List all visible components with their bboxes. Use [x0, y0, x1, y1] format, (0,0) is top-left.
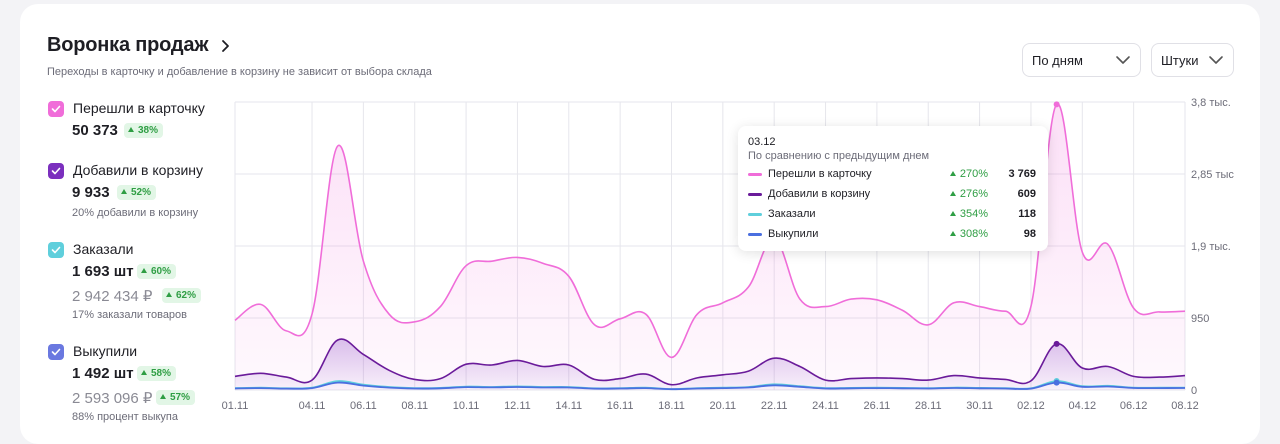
check-icon: [51, 246, 61, 254]
period-dropdown-value: По дням: [1032, 52, 1083, 68]
chart-tooltip: 03.12 По сравнению с предыдущим днем Пер…: [738, 126, 1048, 251]
chevron-down-icon: [1116, 56, 1130, 64]
page-subtitle: Переходы в карточку и добавление в корзи…: [47, 66, 432, 78]
metric-value: 1 492 шт: [72, 365, 134, 382]
check-icon: [51, 348, 61, 356]
x-tick-label: 24.11: [812, 400, 839, 412]
series-line: [234, 338, 1186, 386]
tooltip-row: Перешли в карточку 270% 3 769: [748, 168, 1038, 184]
checkbox-cart[interactable]: [48, 163, 64, 179]
metric-note: 20% добавили в корзину: [72, 207, 199, 219]
x-tick-label: 08.11: [401, 400, 428, 412]
highlight-point: [1053, 379, 1060, 386]
series-area: [235, 339, 1185, 390]
check-icon: [51, 105, 61, 113]
x-tick-label: 20.11: [709, 400, 736, 412]
tooltip-row-name: Перешли в карточку: [768, 168, 872, 180]
change-badge: 60%: [137, 264, 177, 279]
check-icon: [51, 167, 61, 175]
metric-value: 50 373: [72, 122, 118, 139]
period-dropdown[interactable]: По дням: [1022, 43, 1141, 77]
metric-label: Заказали: [73, 241, 134, 257]
tooltip-date: 03.12: [748, 136, 776, 148]
y-tick-label: 950: [1191, 313, 1209, 325]
checkbox-bought[interactable]: [48, 344, 64, 360]
x-tick-label: 26.11: [864, 400, 891, 412]
highlight-point: [1053, 340, 1060, 347]
tooltip-row-change: 270%: [949, 168, 988, 180]
series-swatch: [748, 193, 762, 196]
series-swatch: [748, 213, 762, 216]
metric-value: 1 693 шт: [72, 263, 134, 280]
change-badge: 58%: [137, 366, 177, 381]
tooltip-row: Добавили в корзину 276% 609: [748, 188, 1038, 204]
metric-label: Перешли в карточку: [73, 100, 205, 116]
series-line: [234, 381, 1186, 391]
page-title[interactable]: Воронка продаж: [47, 34, 209, 56]
checkbox-ordered[interactable]: [48, 242, 64, 258]
metric-value: 9 933: [72, 184, 110, 201]
x-tick-label: 04.11: [299, 400, 326, 412]
checkbox-views[interactable]: [48, 101, 64, 117]
units-dropdown[interactable]: Штуки: [1151, 43, 1234, 77]
tooltip-row-name: Заказали: [768, 208, 816, 220]
series-swatch: [748, 233, 762, 236]
x-tick-label: 02.12: [1017, 400, 1045, 412]
amount-change-badge: 62%: [162, 288, 202, 303]
amount-change-badge: 57%: [156, 390, 196, 405]
x-tick-label: 18.11: [658, 400, 685, 412]
x-tick-label: 16.11: [607, 400, 634, 412]
tooltip-row-value: 3 769: [1008, 168, 1036, 180]
x-tick-label: 22.11: [761, 400, 788, 412]
x-tick-label: 08.12: [1171, 400, 1199, 412]
x-tick-label: 30.11: [966, 400, 993, 412]
tooltip-row-change: 276%: [949, 188, 988, 200]
x-tick-label: 10.11: [453, 400, 480, 412]
metric-amount: 2 593 096 ₽: [72, 390, 153, 407]
change-badge: 38%: [124, 123, 164, 138]
tooltip-row-name: Добавили в корзину: [768, 188, 871, 200]
tooltip-row-change: 308%: [949, 228, 988, 240]
metric-amount: 2 942 434 ₽: [72, 288, 153, 305]
tooltip-row-change: 354%: [949, 208, 988, 220]
metric-note: 17% заказали товаров: [72, 309, 188, 321]
highlight-point: [1053, 101, 1060, 108]
y-tick-label: 2,85 тыс: [1191, 169, 1234, 181]
x-tick-label: 12.11: [504, 400, 531, 412]
metric-label: Выкупили: [73, 343, 138, 359]
series-area: [235, 103, 1185, 390]
tooltip-row-name: Выкупили: [768, 228, 819, 240]
change-badge: 52%: [117, 185, 157, 200]
chevron-down-icon: [1209, 56, 1223, 64]
series-swatch: [748, 173, 762, 176]
metric-label: Добавили в корзину: [73, 162, 204, 178]
x-tick-label: 14.11: [555, 400, 582, 412]
x-tick-label: 06.11: [350, 400, 377, 412]
y-tick-label: 0: [1191, 385, 1197, 397]
sales-funnel-chart[interactable]: 01.11 04.11 06.11 08.11 10.11 12.11 14.11 16.11…: [0, 0, 1280, 426]
x-tick-label: 04.12: [1069, 400, 1097, 412]
x-tick-label: 01.11: [222, 400, 249, 412]
tooltip-subtitle: По сравнению с предыдущим днем: [748, 150, 930, 162]
chevron-right-icon[interactable]: [217, 38, 233, 54]
y-tick-label: 1,9 тыс.: [1191, 241, 1231, 253]
x-tick-label: 28.11: [915, 400, 942, 412]
metric-note: 88% процент выкупа: [72, 411, 178, 423]
y-tick-label: 3,8 тыс.: [1191, 97, 1231, 109]
tooltip-row-value: 98: [1023, 228, 1036, 240]
tooltip-row: Заказали 354% 118: [748, 208, 1038, 224]
tooltip-row-value: 118: [1018, 208, 1036, 220]
x-tick-label: 06.12: [1120, 400, 1148, 412]
units-dropdown-value: Штуки: [1161, 52, 1199, 68]
tooltip-row: Выкупили 308% 98: [748, 228, 1038, 244]
tooltip-row-value: 609: [1017, 188, 1036, 200]
